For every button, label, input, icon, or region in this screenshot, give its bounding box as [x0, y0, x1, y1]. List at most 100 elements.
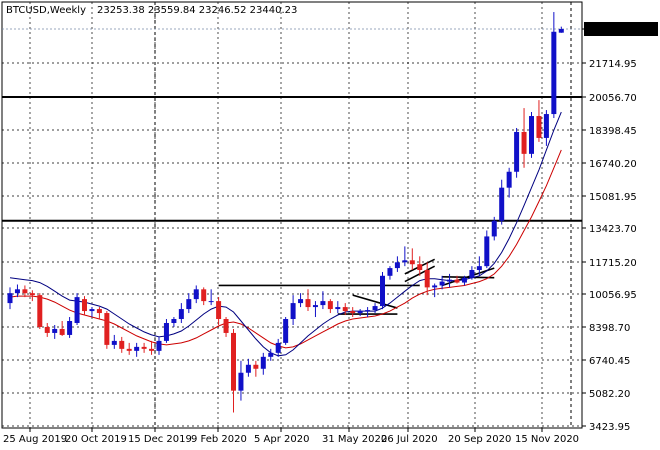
candle-body: [96, 309, 102, 314]
x-tick-label: 5 Apr 2020: [254, 434, 309, 445]
current-price-label: 23440.23: [589, 25, 637, 36]
candle-body: [275, 342, 281, 353]
candle-body: [201, 289, 207, 302]
candle-body: [119, 340, 125, 349]
chart-title: BTCUSD,Weekly: [6, 5, 86, 16]
candle-body: [238, 372, 244, 391]
candle-body: [223, 319, 229, 333]
plot-frame: [1, 1, 583, 429]
candle-body: [14, 289, 20, 294]
candle-body: [268, 352, 274, 357]
y-tick-label: 20056.70: [589, 93, 637, 104]
y-tick-label: 13423.70: [589, 224, 637, 235]
candle-body: [59, 328, 65, 335]
candle-body: [454, 279, 460, 283]
ma-slow-line: [9, 149, 562, 349]
candle-body: [461, 277, 467, 283]
candle-body: [439, 281, 445, 286]
candle-body: [558, 29, 564, 33]
candle-body: [156, 340, 162, 351]
candle-body: [506, 171, 512, 188]
candle-body: [402, 260, 408, 263]
x-tick-label: 15 Nov 2020: [515, 434, 579, 445]
x-tick-label: 31 May 2020: [322, 434, 387, 445]
x-tick-label: 26 Jul 2020: [381, 434, 438, 445]
y-tick-label: 21714.95: [589, 59, 637, 70]
candle-body: [335, 307, 341, 310]
candle-body: [208, 301, 214, 303]
candle-body: [417, 264, 423, 271]
y-tick-label: 15081.95: [589, 192, 637, 203]
candle-body: [22, 289, 28, 294]
grid-lines: [2, 2, 582, 428]
x-tick-label: 25 Aug 2019: [3, 434, 67, 445]
candle-body: [372, 306, 378, 311]
candle-body: [380, 275, 385, 307]
candle-body: [245, 364, 251, 373]
x-tick-label: 15 Dec 2019: [128, 434, 192, 445]
candles: [7, 12, 564, 413]
candle-body: [350, 311, 356, 314]
y-tick-label: 16740.20: [589, 159, 637, 170]
candle-body: [424, 270, 430, 288]
candle-body: [305, 299, 311, 308]
candle-body: [104, 313, 110, 345]
candle-body: [394, 262, 400, 269]
candle-body: [149, 348, 155, 351]
candle-body: [312, 305, 318, 308]
candle-body: [365, 310, 371, 312]
candle-body: [82, 299, 87, 312]
candle-body: [52, 328, 58, 333]
trendline: [442, 275, 495, 279]
candle-body: [484, 236, 490, 267]
ohlc-readout: 23253.38 23559.84 23246.52 23440.23: [97, 5, 297, 16]
candle-body: [111, 340, 117, 345]
y-tick-label: 10056.95: [589, 290, 637, 301]
annotation-lines: [2, 96, 582, 315]
y-tick-label: 8398.70: [589, 323, 630, 334]
candle-body: [342, 307, 348, 312]
candle-body: [536, 116, 542, 138]
candle-body: [447, 279, 453, 282]
candle-body: [193, 289, 199, 300]
candle-body: [499, 187, 505, 221]
candle-body: [7, 293, 13, 304]
candle-body: [44, 326, 50, 333]
candle-body: [134, 346, 140, 351]
ma-fast-line: [9, 111, 562, 357]
trendline: [352, 294, 398, 309]
candle-body: [320, 301, 326, 306]
candle-body: [178, 309, 184, 320]
candle-body: [89, 309, 95, 312]
candle-body: [186, 299, 192, 310]
candle-body: [283, 319, 289, 343]
y-tick-label: 11715.20: [589, 258, 637, 269]
x-tick-label: 20 Oct 2019: [65, 434, 127, 445]
candle-body: [469, 270, 475, 278]
candle-body: [514, 131, 520, 172]
candle-body: [543, 114, 549, 138]
candle-body: [67, 321, 73, 335]
candle-body: [231, 332, 236, 391]
candle-body: [171, 319, 177, 323]
candle-body: [387, 268, 393, 276]
candle-body: [253, 364, 259, 369]
candle-body: [491, 220, 497, 237]
candle-body: [476, 266, 482, 271]
candle-body: [409, 260, 415, 265]
candle-body: [163, 322, 169, 341]
candle-body: [551, 31, 557, 115]
moving-averages: [9, 111, 562, 357]
y-tick-label: 18398.45: [589, 126, 637, 137]
candle-body: [126, 348, 132, 351]
x-tick-label: 9 Feb 2020: [191, 434, 247, 445]
candle-body: [141, 346, 147, 349]
candle-body: [298, 299, 304, 304]
y-tick-label: 5082.20: [589, 389, 630, 400]
x-tick-label: 20 Sep 2020: [448, 434, 511, 445]
candle-body: [529, 116, 534, 154]
y-tick-label: 6740.45: [589, 356, 630, 367]
candle-body: [521, 131, 527, 154]
